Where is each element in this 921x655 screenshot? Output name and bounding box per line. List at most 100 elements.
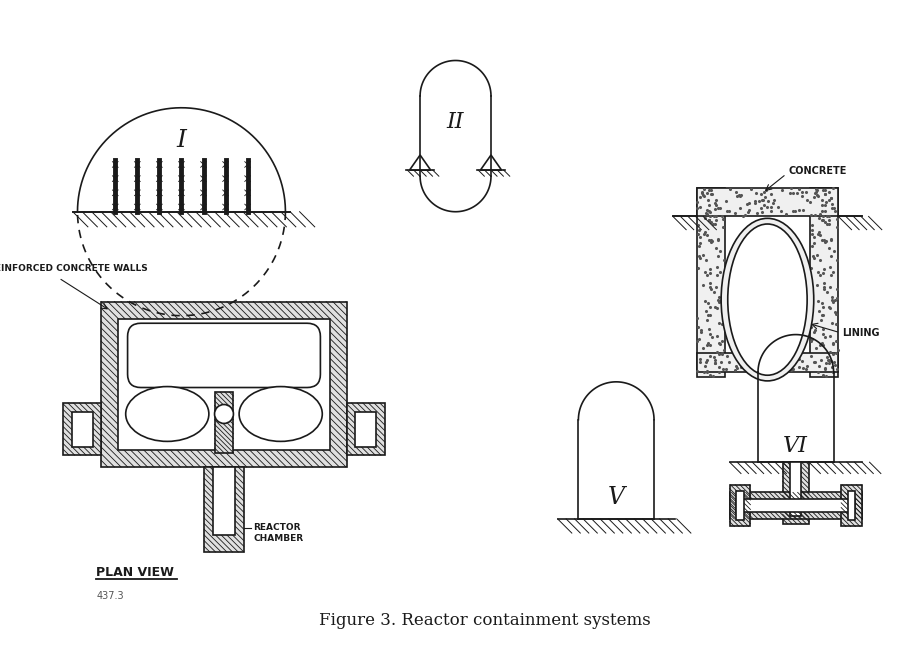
Point	[784, 183, 799, 193]
Point	[713, 339, 728, 350]
Point	[691, 220, 705, 231]
Point	[708, 358, 723, 369]
Point	[748, 195, 763, 206]
Point	[709, 346, 724, 357]
Point	[790, 187, 805, 198]
Point	[825, 348, 840, 359]
Point	[743, 354, 758, 365]
Point	[810, 280, 824, 290]
Ellipse shape	[721, 218, 814, 381]
Point	[779, 209, 794, 219]
Point	[708, 211, 723, 221]
Point	[717, 345, 731, 355]
Point	[698, 213, 713, 223]
Point	[715, 335, 729, 346]
Point	[708, 218, 723, 229]
Point	[759, 366, 774, 377]
Point	[698, 361, 713, 371]
Point	[700, 208, 715, 219]
Point	[805, 225, 820, 236]
Point	[742, 198, 757, 209]
Point	[694, 327, 708, 337]
Point	[825, 337, 840, 348]
Point	[693, 191, 707, 202]
Point	[824, 295, 839, 305]
Point	[693, 354, 707, 364]
Point	[814, 337, 829, 348]
Point	[730, 362, 745, 373]
Point	[715, 348, 729, 358]
Point	[830, 254, 845, 265]
Point	[815, 206, 830, 216]
Point	[705, 371, 720, 381]
Point	[820, 287, 834, 297]
Point	[815, 185, 830, 195]
Point	[692, 251, 706, 261]
Point	[814, 310, 829, 320]
Point	[713, 203, 728, 214]
Bar	[729, 493, 862, 519]
Point	[811, 306, 826, 316]
Point	[827, 295, 842, 305]
Text: REINFORCED CONCRETE WALLS: REINFORCED CONCRETE WALLS	[0, 264, 147, 273]
Point	[693, 253, 707, 263]
Point	[734, 362, 749, 372]
Point	[825, 367, 840, 377]
Point	[808, 210, 822, 220]
Point	[697, 267, 712, 277]
Point	[815, 215, 830, 225]
Point	[694, 325, 708, 335]
Point	[692, 333, 706, 344]
Point	[700, 366, 715, 377]
Point	[728, 364, 742, 375]
Point	[710, 331, 725, 341]
Point	[824, 291, 839, 302]
Point	[758, 193, 773, 203]
Point	[792, 354, 807, 365]
Point	[703, 211, 717, 221]
Point	[703, 278, 717, 288]
Text: II: II	[447, 111, 464, 133]
Point	[822, 282, 837, 292]
Bar	[696, 188, 725, 377]
Point	[816, 369, 831, 380]
Text: VI: VI	[784, 435, 809, 457]
Point	[708, 302, 723, 312]
Point	[814, 298, 829, 309]
Point	[715, 319, 729, 329]
Text: III: III	[754, 265, 781, 287]
Point	[814, 235, 829, 246]
Point	[822, 262, 837, 272]
Point	[743, 184, 758, 195]
Point	[749, 187, 764, 198]
Point	[830, 214, 845, 225]
Point	[716, 309, 730, 319]
Point	[704, 237, 718, 248]
Point	[693, 232, 707, 242]
Point	[825, 295, 840, 306]
Point	[713, 356, 728, 367]
Point	[710, 252, 725, 262]
Point	[811, 227, 826, 237]
Point	[718, 196, 733, 206]
Point	[816, 339, 831, 350]
Point	[799, 364, 813, 374]
Bar	[72, 411, 93, 447]
Point	[810, 191, 825, 201]
Point	[760, 367, 775, 377]
Bar	[729, 485, 751, 527]
Point	[813, 270, 828, 280]
Point	[770, 351, 785, 362]
Point	[811, 213, 826, 223]
Point	[732, 190, 747, 200]
Point	[808, 187, 822, 198]
Point	[796, 204, 810, 215]
Bar	[783, 462, 809, 523]
Point	[702, 324, 717, 334]
Point	[818, 200, 833, 210]
Point	[750, 349, 764, 360]
Point	[804, 263, 819, 274]
Point	[702, 329, 717, 339]
Point	[702, 215, 717, 225]
Point	[697, 191, 712, 201]
